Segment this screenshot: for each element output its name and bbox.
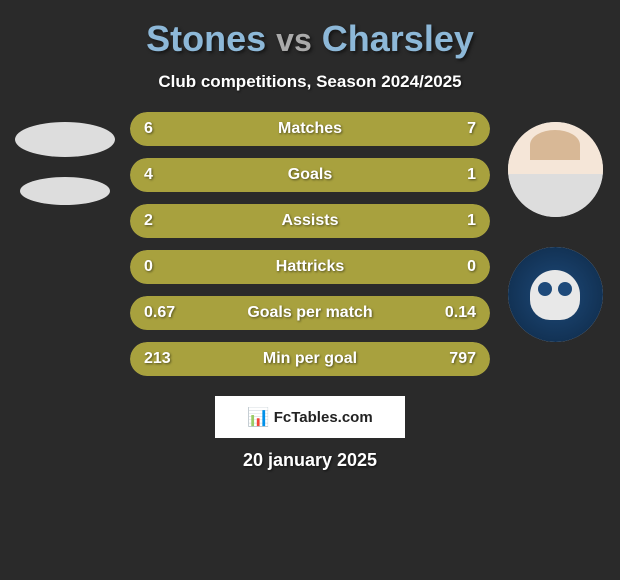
left-avatar-column bbox=[10, 112, 120, 205]
date-text: 20 january 2025 bbox=[10, 450, 610, 471]
stat-label: Goals per match bbox=[247, 304, 372, 322]
player2-avatar bbox=[508, 122, 603, 217]
bar-left bbox=[130, 158, 418, 192]
stat-row-goals: 4 1 Goals bbox=[130, 158, 490, 192]
bar-left bbox=[130, 112, 296, 146]
player1-club-placeholder bbox=[20, 177, 110, 205]
club-badge-icon bbox=[508, 247, 603, 342]
stat-label: Goals bbox=[288, 166, 332, 184]
value-right: 1 bbox=[467, 212, 476, 230]
value-left: 0.67 bbox=[144, 304, 175, 322]
stat-row-min-per-goal: 213 797 Min per goal bbox=[130, 342, 490, 376]
value-left: 2 bbox=[144, 212, 153, 230]
stat-row-goals-per-match: 0.67 0.14 Goals per match bbox=[130, 296, 490, 330]
main-comparison-area: 6 7 Matches 4 1 Goals 2 1 Assists 0 0 Hattricks 0.67… bbox=[10, 112, 610, 376]
player2-club-badge bbox=[508, 247, 603, 342]
value-right: 797 bbox=[449, 350, 476, 368]
value-right: 0.14 bbox=[445, 304, 476, 322]
fctables-logo: 📊 FcTables.com bbox=[215, 396, 405, 438]
player1-avatar-placeholder bbox=[15, 122, 115, 157]
value-left: 213 bbox=[144, 350, 171, 368]
vs-text: vs bbox=[276, 22, 312, 58]
stat-label: Hattricks bbox=[276, 258, 344, 276]
subtitle: Club competitions, Season 2024/2025 bbox=[10, 72, 610, 92]
stat-row-assists: 2 1 Assists bbox=[130, 204, 490, 238]
stat-label: Min per goal bbox=[263, 350, 357, 368]
comparison-title: Stones vs Charsley bbox=[10, 18, 610, 60]
stat-row-matches: 6 7 Matches bbox=[130, 112, 490, 146]
value-right: 1 bbox=[467, 166, 476, 184]
logo-text: FcTables.com bbox=[274, 409, 373, 426]
player-face-icon bbox=[508, 122, 603, 217]
value-right: 7 bbox=[467, 120, 476, 138]
value-left: 6 bbox=[144, 120, 153, 138]
stat-label: Matches bbox=[278, 120, 342, 138]
stat-row-hattricks: 0 0 Hattricks bbox=[130, 250, 490, 284]
stat-label: Assists bbox=[282, 212, 339, 230]
bar-right bbox=[418, 158, 490, 192]
value-left: 0 bbox=[144, 258, 153, 276]
value-left: 4 bbox=[144, 166, 153, 184]
stats-bars: 6 7 Matches 4 1 Goals 2 1 Assists 0 0 Hattricks 0.67… bbox=[130, 112, 490, 376]
value-right: 0 bbox=[467, 258, 476, 276]
owl-icon bbox=[530, 270, 580, 320]
right-avatar-column bbox=[500, 112, 610, 342]
chart-icon: 📊 bbox=[247, 407, 269, 428]
player2-name: Charsley bbox=[322, 18, 474, 59]
player1-name: Stones bbox=[146, 18, 266, 59]
